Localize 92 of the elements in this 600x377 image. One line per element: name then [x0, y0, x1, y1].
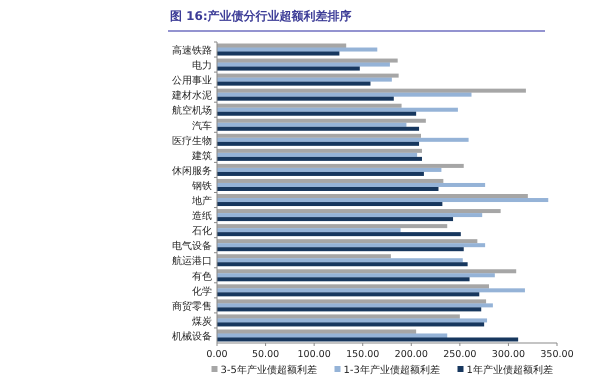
bar	[217, 258, 463, 262]
bar	[217, 333, 448, 338]
bar	[217, 314, 460, 318]
x-tick-label: 350.00	[540, 349, 574, 360]
bar	[217, 329, 416, 334]
y-tick-label: 电力	[192, 60, 212, 72]
bar	[217, 288, 525, 292]
bar	[217, 104, 402, 108]
bar	[217, 62, 390, 67]
bar	[217, 209, 501, 214]
bar	[217, 88, 526, 93]
bar	[217, 118, 426, 123]
y-tick-label: 航空机场	[172, 104, 212, 117]
bar	[217, 48, 378, 52]
y-tick-label: 地产	[191, 195, 212, 208]
bar	[217, 318, 488, 322]
y-tick-label: 休闲服务	[172, 164, 212, 177]
bar	[217, 243, 486, 248]
bar	[217, 182, 486, 187]
y-tick-label: 公用事业	[172, 74, 212, 87]
bar	[217, 148, 422, 153]
y-tick-label: 造纸	[192, 210, 212, 222]
bar	[217, 284, 489, 288]
bar	[217, 178, 444, 183]
bar	[217, 82, 370, 86]
x-tick-label: 150.00	[346, 349, 380, 360]
bar	[217, 112, 416, 116]
legend-label: 1-3年产业债超额利差	[344, 364, 440, 376]
bar	[217, 172, 424, 176]
bar	[217, 92, 472, 97]
bar	[217, 52, 340, 56]
y-tick-label: 有色	[192, 270, 212, 282]
y-tick-label: 煤炭	[192, 315, 212, 328]
bar	[217, 126, 420, 131]
bar	[217, 142, 420, 146]
bar	[217, 138, 469, 142]
y-tick-label: 建筑	[191, 150, 212, 162]
x-tick-label: 250.00	[443, 349, 476, 360]
bar	[217, 213, 482, 218]
x-tick-label: 100.00	[298, 349, 331, 360]
y-tick-label: 化学	[192, 285, 212, 298]
bar	[217, 307, 482, 312]
bar	[217, 239, 478, 244]
bar	[217, 303, 493, 308]
bar	[217, 277, 470, 282]
bar	[217, 156, 422, 161]
bar	[217, 292, 480, 296]
bar	[217, 322, 484, 326]
bar	[217, 262, 468, 266]
bar	[217, 44, 346, 48]
x-tick-label: 0.00	[206, 349, 228, 360]
bar	[217, 122, 406, 127]
bar	[217, 228, 401, 232]
bar	[217, 273, 495, 278]
bar	[217, 108, 458, 112]
bar	[217, 74, 399, 78]
bar	[217, 96, 394, 101]
y-tick-label: 高速铁路	[172, 44, 212, 57]
bar	[217, 194, 528, 198]
bar	[217, 217, 454, 222]
bar	[217, 186, 438, 191]
bar	[217, 202, 442, 206]
bar	[217, 152, 418, 157]
y-tick-label: 钢铁	[191, 180, 212, 192]
bar	[217, 224, 448, 228]
bar	[217, 134, 421, 138]
x-tick-label: 200.00	[394, 349, 428, 360]
bar	[217, 78, 392, 82]
bar	[217, 337, 518, 342]
y-tick-label: 航运港口	[172, 255, 212, 268]
y-tick-label: 机械设备	[172, 330, 212, 342]
bar	[217, 299, 486, 304]
bar	[217, 269, 516, 274]
bar	[217, 232, 461, 236]
y-tick-label: 建材水泥	[171, 90, 212, 102]
x-tick-label: 300.00	[492, 349, 526, 360]
y-tick-label: 汽车	[192, 120, 212, 132]
bar	[217, 58, 398, 63]
bar	[217, 254, 391, 258]
y-tick-label: 石化	[192, 225, 212, 238]
title: 图 16:产业债分行业超额利差排序	[170, 9, 352, 23]
legend-label: 1年产业债超额利差	[466, 364, 553, 376]
legend-label: 3-5年产业债超额利差	[220, 364, 317, 376]
bar	[217, 198, 548, 202]
bar	[217, 66, 360, 71]
y-tick-label: 医疗生物	[172, 134, 212, 147]
bar	[217, 164, 464, 168]
bar	[217, 168, 442, 172]
y-tick-label: 商贸零售	[172, 300, 212, 312]
x-tick-label: 50.00	[252, 349, 280, 360]
bar	[217, 247, 464, 252]
y-tick-label: 电气设备	[172, 240, 212, 252]
